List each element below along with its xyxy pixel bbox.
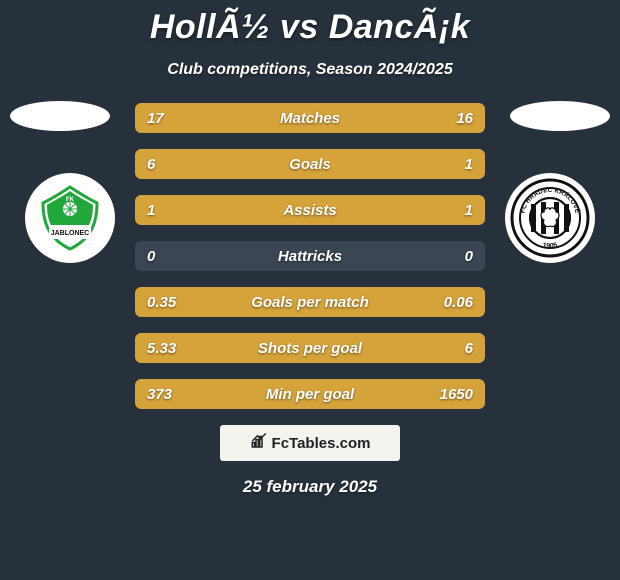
page-title: HollÃ½ vs DancÃ¡k	[0, 0, 620, 47]
stat-label: Min per goal	[135, 379, 485, 409]
stat-label: Shots per goal	[135, 333, 485, 363]
badge-left-text: JABLONEC	[51, 230, 90, 237]
stat-row: 0.350.06Goals per match	[135, 287, 485, 317]
player-marker-left	[10, 101, 110, 131]
stat-row: 3731650Min per goal	[135, 379, 485, 409]
player-marker-right	[510, 101, 610, 131]
team-badge-left: JABLONEC FK	[25, 173, 115, 263]
brand-link[interactable]: FcTables.com	[220, 425, 400, 461]
stat-row: 11Assists	[135, 195, 485, 225]
stat-label: Matches	[135, 103, 485, 133]
chart-icon	[250, 432, 272, 454]
svg-text:1905: 1905	[542, 242, 558, 250]
subtitle: Club competitions, Season 2024/2025	[0, 61, 620, 79]
team-badge-right: FC HRADEC KRÁLOVÉ 1905	[505, 173, 595, 263]
svg-text:FK: FK	[66, 197, 75, 203]
stat-row: 00Hattricks	[135, 241, 485, 271]
stat-label: Goals	[135, 149, 485, 179]
stat-row: 5.336Shots per goal	[135, 333, 485, 363]
stats-area: JABLONEC FK FC HRADEC KRÁLOVÉ 1905	[0, 103, 620, 409]
hradec-crest-icon: FC HRADEC KRÁLOVÉ 1905	[510, 178, 590, 258]
date-text: 25 february 2025	[0, 477, 620, 497]
stat-label: Hattricks	[135, 241, 485, 271]
stat-label: Assists	[135, 195, 485, 225]
stat-row: 1716Matches	[135, 103, 485, 133]
stat-row: 61Goals	[135, 149, 485, 179]
stat-label: Goals per match	[135, 287, 485, 317]
stat-rows: 1716Matches 61Goals 11Assists 00Hattricks 0.…	[135, 103, 485, 409]
brand-text: FcTables.com	[272, 435, 371, 452]
jablonec-crest-icon: JABLONEC FK	[35, 183, 105, 253]
